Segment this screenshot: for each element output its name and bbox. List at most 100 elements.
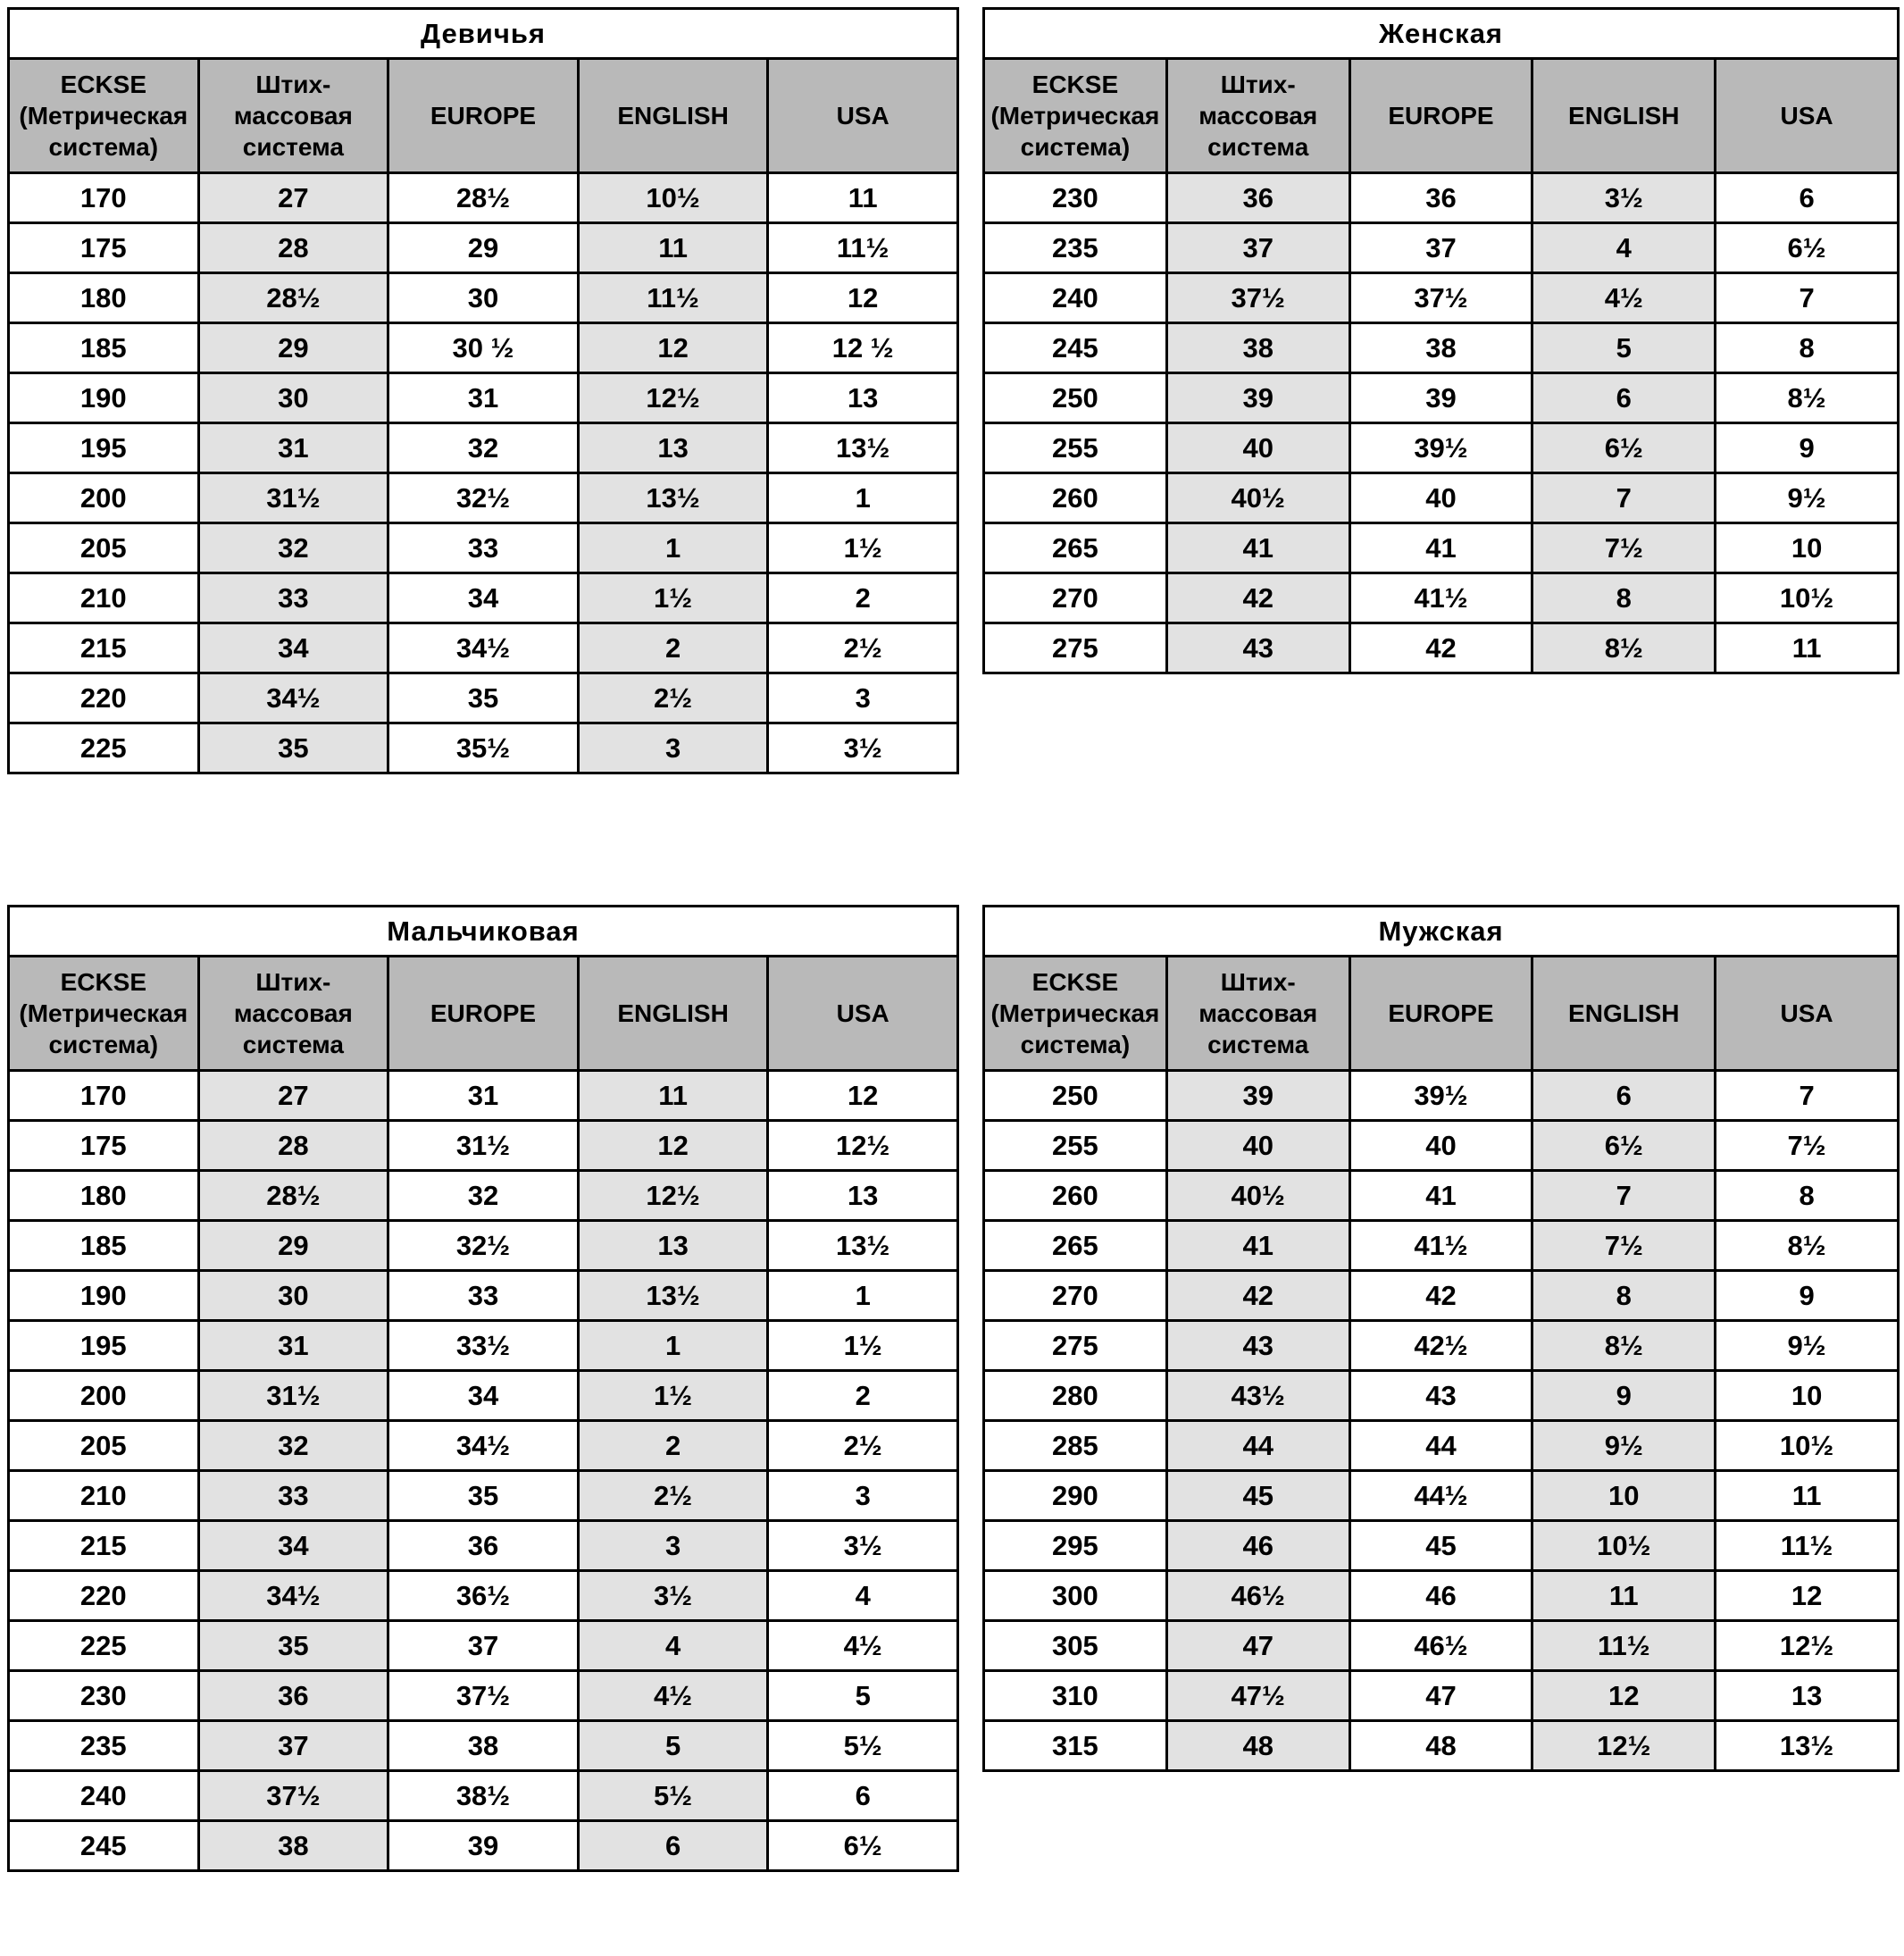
table-row: 250 39 39½ 6 7 bbox=[982, 1069, 1900, 1122]
table-cell: 37 bbox=[1348, 222, 1534, 274]
table-row: 225 35 37 4 4½ bbox=[7, 1619, 959, 1672]
table-cell: 315 bbox=[982, 1719, 1168, 1772]
table-cell: 44½ bbox=[1348, 1469, 1534, 1522]
table-row: 200 31½ 32½ 13½ 1 bbox=[7, 472, 959, 524]
table-row: 225 35 35½ 3 3½ bbox=[7, 722, 959, 774]
table-cell: 38 bbox=[1165, 322, 1351, 374]
column-header: USA bbox=[766, 57, 959, 174]
column-header: Штих-массовая система bbox=[1165, 955, 1351, 1072]
table-cell: 47½ bbox=[1165, 1669, 1351, 1722]
table-row: 295 46 45 10½ 11½ bbox=[982, 1519, 1900, 1572]
table-cell: 31½ bbox=[196, 1369, 390, 1422]
table-cell: 34½ bbox=[387, 622, 580, 674]
column-header: USA bbox=[1714, 57, 1900, 174]
table-row: 235 37 37 4 6½ bbox=[982, 222, 1900, 274]
table-row: 245 38 38 5 8 bbox=[982, 322, 1900, 374]
table-row: 185 29 32½ 13 13½ bbox=[7, 1219, 959, 1272]
table-cell: 33 bbox=[387, 522, 580, 574]
table-row: 200 31½ 34 1½ 2 bbox=[7, 1369, 959, 1422]
table-cell: 31½ bbox=[196, 472, 390, 524]
table-row: 170 27 28½ 10½ 11 bbox=[7, 171, 959, 224]
table-cell: 1½ bbox=[766, 522, 959, 574]
table-row: 180 28½ 30 11½ 12 bbox=[7, 272, 959, 324]
table-cell: 41 bbox=[1165, 1219, 1351, 1272]
table-cell: 8 bbox=[1714, 1169, 1900, 1222]
table-cell: 11 bbox=[1531, 1569, 1717, 1622]
table-cell: 2½ bbox=[766, 1419, 959, 1472]
table-row: 240 37½ 38½ 5½ 6 bbox=[7, 1769, 959, 1822]
table-cell: 185 bbox=[7, 1219, 200, 1272]
table-cell: 37 bbox=[1165, 222, 1351, 274]
table-row: 265 41 41½ 7½ 8½ bbox=[982, 1219, 1900, 1272]
table-row: 255 40 39½ 6½ 9 bbox=[982, 422, 1900, 474]
table-row: 250 39 39 6 8½ bbox=[982, 372, 1900, 424]
table-row: 170 27 31 11 12 bbox=[7, 1069, 959, 1122]
table-cell: 28½ bbox=[387, 171, 580, 224]
table-cell: 42 bbox=[1348, 622, 1534, 674]
table-cell: 38 bbox=[387, 1719, 580, 1772]
table-cell: 230 bbox=[982, 171, 1168, 224]
table-cell: 12½ bbox=[1714, 1619, 1900, 1672]
table-cell: 2 bbox=[576, 1419, 770, 1472]
table-cell: 38 bbox=[1348, 322, 1534, 374]
table-cell: 10½ bbox=[1531, 1519, 1717, 1572]
table-cell: 35½ bbox=[387, 722, 580, 774]
table-cell: 4 bbox=[576, 1619, 770, 1672]
table-cell: 38 bbox=[196, 1819, 390, 1872]
table-cell: 38½ bbox=[387, 1769, 580, 1822]
table-cell: 28 bbox=[196, 1119, 390, 1172]
table-cell: 215 bbox=[7, 622, 200, 674]
table-cell: 27 bbox=[196, 1069, 390, 1122]
table-cell: 33½ bbox=[387, 1319, 580, 1372]
table-cell: 4 bbox=[1531, 222, 1717, 274]
table-cell: 255 bbox=[982, 422, 1168, 474]
table-cell: 12 bbox=[1714, 1569, 1900, 1622]
table-cell: 230 bbox=[7, 1669, 200, 1722]
boys-table: Мальчиковая ECKSE (Метрическая система) Шти… bbox=[7, 905, 959, 1872]
table-cell: 8 bbox=[1714, 322, 1900, 374]
table-row: 315 48 48 12½ 13½ bbox=[982, 1719, 1900, 1772]
table-cell: 45 bbox=[1348, 1519, 1534, 1572]
table-cell: 31 bbox=[387, 372, 580, 424]
column-header: Штих-массовая система bbox=[196, 57, 390, 174]
table-row: 285 44 44 9½ 10½ bbox=[982, 1419, 1900, 1472]
table-cell: 33 bbox=[387, 1269, 580, 1322]
table-cell: 12½ bbox=[576, 1169, 770, 1222]
table-cell: 30 bbox=[387, 272, 580, 324]
table-cell: 235 bbox=[982, 222, 1168, 274]
table-cell: 3 bbox=[576, 722, 770, 774]
table-cell: 9½ bbox=[1714, 1319, 1900, 1372]
table-row: 205 32 33 1 1½ bbox=[7, 522, 959, 574]
table-cell: 12 bbox=[576, 322, 770, 374]
table-title-row: Мальчиковая bbox=[7, 905, 959, 957]
table-cell: 32 bbox=[196, 1419, 390, 1472]
table-cell: 6 bbox=[576, 1819, 770, 1872]
table-cell: 13 bbox=[766, 372, 959, 424]
table-cell: 1 bbox=[576, 522, 770, 574]
table-cell: 4½ bbox=[1531, 272, 1717, 324]
table-cell: 31 bbox=[387, 1069, 580, 1122]
table-cell: 11 bbox=[576, 1069, 770, 1122]
table-cell: 43½ bbox=[1165, 1369, 1351, 1422]
table-cell: 34 bbox=[196, 1519, 390, 1572]
table-cell: 10 bbox=[1714, 1369, 1900, 1422]
table-cell: 7 bbox=[1714, 1069, 1900, 1122]
table-cell: 7½ bbox=[1531, 522, 1717, 574]
table-cell: 31 bbox=[196, 1319, 390, 1372]
table-cell: 32½ bbox=[387, 472, 580, 524]
table-cell: 2½ bbox=[766, 622, 959, 674]
table-cell: 12 bbox=[1531, 1669, 1717, 1722]
table-cell: 7 bbox=[1531, 472, 1717, 524]
table-cell: 265 bbox=[982, 522, 1168, 574]
table-cell: 9½ bbox=[1531, 1419, 1717, 1472]
table-cell: 40½ bbox=[1165, 472, 1351, 524]
table-cell: 245 bbox=[982, 322, 1168, 374]
table-cell: 260 bbox=[982, 1169, 1168, 1222]
table-cell: 41½ bbox=[1348, 572, 1534, 624]
table-row: 175 28 29 11 11½ bbox=[7, 222, 959, 274]
table-row: 235 37 38 5 5½ bbox=[7, 1719, 959, 1772]
table-row: 230 36 36 3½ 6 bbox=[982, 171, 1900, 224]
table-cell: 8 bbox=[1531, 572, 1717, 624]
table-cell: 28 bbox=[196, 222, 390, 274]
column-header: Штих-массовая система bbox=[196, 955, 390, 1072]
